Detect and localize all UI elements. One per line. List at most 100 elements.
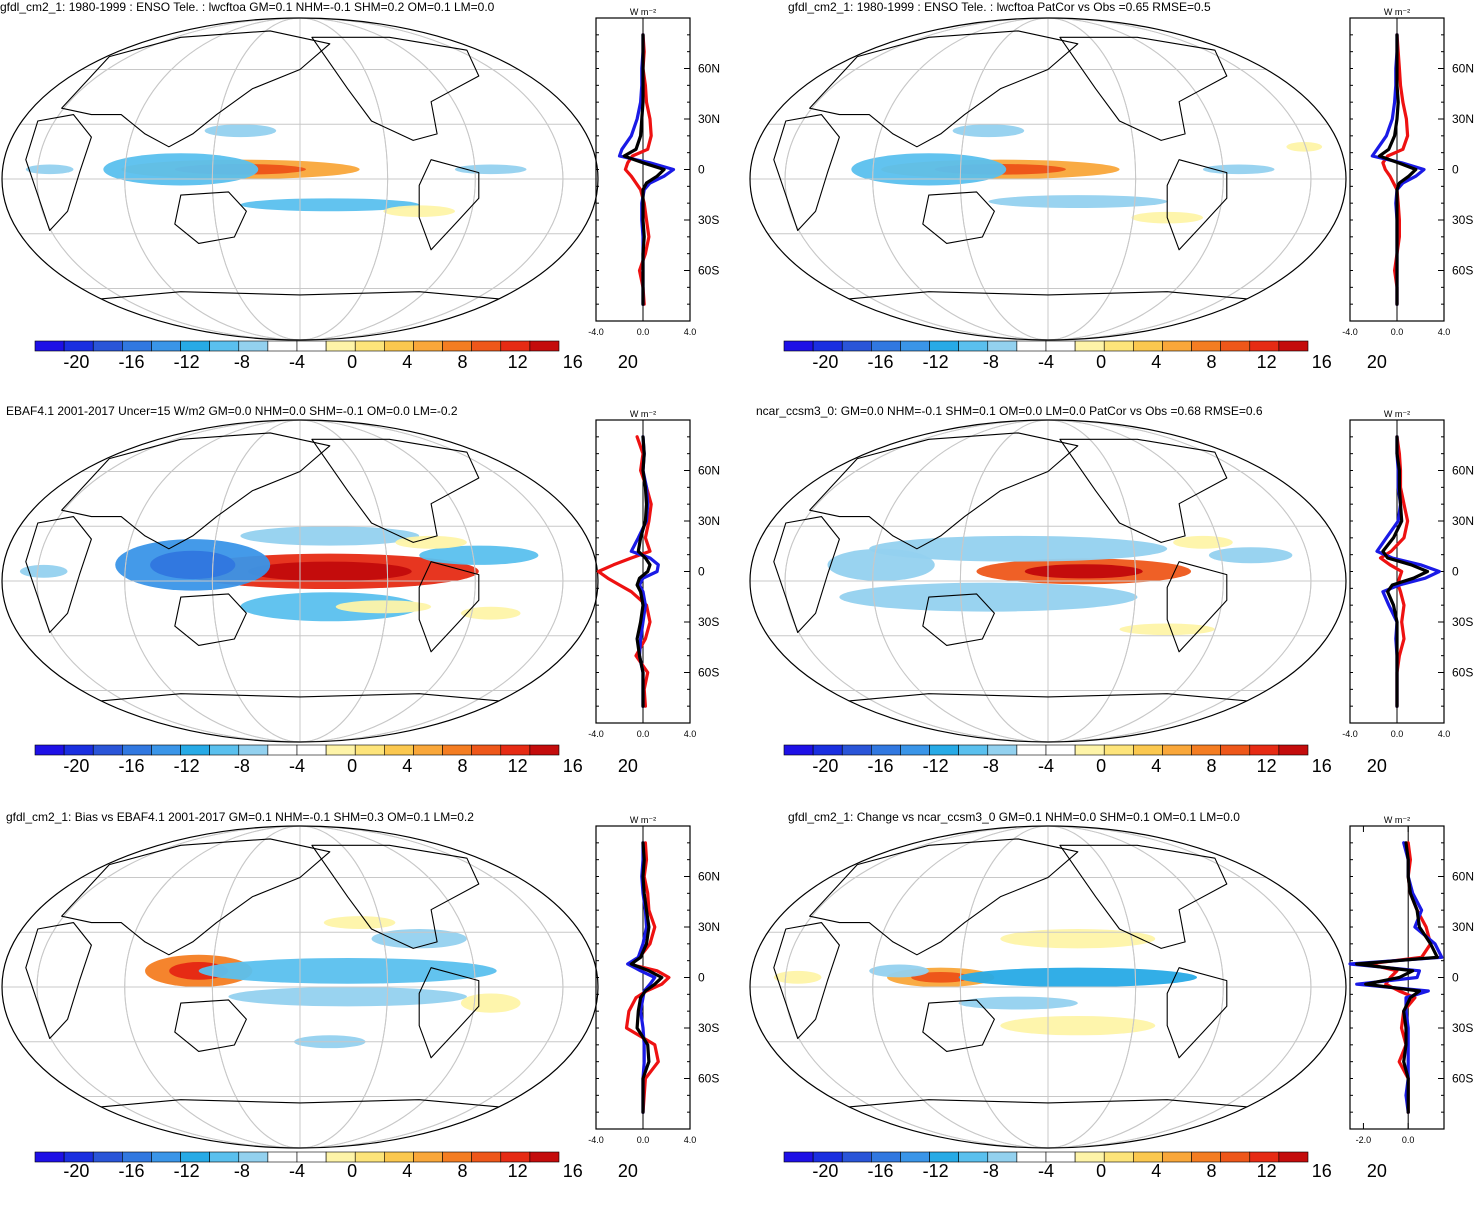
colorbar-tick-label: -12 (923, 352, 949, 372)
colorbar-swatch (268, 745, 297, 755)
anomaly-region (26, 165, 74, 175)
y-tick-label: 30N (1452, 112, 1474, 126)
map (2, 826, 598, 1148)
colorbar-tick-label: -12 (923, 756, 949, 776)
panel-1: gfdl_cm2_1: 1980-1999 : ENSO Tele. : lwc… (0, 0, 741, 395)
colorbar-tick-label: -4 (1038, 756, 1054, 776)
graticule (750, 420, 1346, 742)
y-tick-label: 60S (1452, 264, 1473, 278)
colorbar-swatch (35, 745, 64, 755)
y-tick-label: 30N (698, 920, 720, 934)
y-tick-label: 30S (698, 213, 719, 227)
colorbar-swatch (1104, 1152, 1133, 1162)
colorbar-swatch (1279, 745, 1308, 755)
colorbar-swatch (1192, 745, 1221, 755)
colorbar-swatch (35, 1152, 64, 1162)
map (2, 18, 598, 340)
x-tick-label: -4.0 (588, 1135, 604, 1145)
colorbar-swatch (326, 745, 355, 755)
colorbar-tick-label: 0 (347, 756, 357, 776)
colorbar-swatch (871, 745, 900, 755)
colorbar-tick-label: 0 (1096, 352, 1106, 372)
y-tick-label: 60N (698, 464, 720, 478)
colorbar-swatch (784, 1152, 813, 1162)
colorbar-tick-label: 20 (618, 756, 638, 776)
colorbar-swatch (1133, 745, 1162, 755)
y-tick-label: 0 (698, 565, 705, 579)
colorbar-swatch (93, 745, 122, 755)
colorbar-swatch (297, 745, 326, 755)
y-tick-label: 30N (1452, 514, 1474, 528)
x-tick-label: 4.0 (684, 1135, 697, 1145)
colorbar-tick-label: 12 (1257, 1161, 1277, 1181)
colorbar-tick-label: -20 (63, 352, 89, 372)
panel-title: EBAF4.1 2001-2017 Uncer=15 W/m2 GM=0.0 N… (6, 404, 458, 418)
colorbar-swatch (1162, 341, 1191, 351)
colorbar-tick-label: -16 (119, 1161, 145, 1181)
x-tick-label: 0.0 (1391, 729, 1404, 739)
unit-label: W m⁻² (1384, 409, 1410, 419)
colorbar-swatch (930, 341, 959, 351)
colorbar-tick-label: -8 (983, 352, 999, 372)
colorbar-swatch (297, 341, 326, 351)
colorbar-tick-label: -20 (812, 1161, 838, 1181)
colorbar-tick-label: 16 (1312, 1161, 1332, 1181)
colorbar-swatch (384, 745, 413, 755)
colorbar-tick-label: -4 (289, 352, 305, 372)
colorbar-tick-label: 20 (1367, 756, 1387, 776)
x-tick-label: 0.0 (637, 1135, 650, 1145)
colorbar-tick-label: -8 (234, 756, 250, 776)
colorbar-tick-label: -16 (868, 1161, 894, 1181)
map-content (750, 420, 1346, 742)
zonal-series-black (1383, 437, 1428, 706)
colorbar-tick-label: 12 (508, 352, 528, 372)
y-tick-label: 60N (1452, 464, 1474, 478)
zonal-series-red (1381, 437, 1408, 706)
y-tick-label: 30S (698, 1021, 719, 1035)
colorbar-tick-label: 8 (457, 756, 467, 776)
y-tick-label: 60N (698, 870, 720, 884)
colorbar-swatch (472, 341, 501, 351)
anomaly-region (959, 968, 1197, 987)
y-tick-label: 60S (698, 264, 719, 278)
y-tick-label: 60N (698, 62, 720, 76)
colorbar-swatch (122, 341, 151, 351)
anomaly-core (150, 551, 235, 579)
colorbar-tick-label: 8 (1206, 1161, 1216, 1181)
colorbar-tick-label: -20 (812, 756, 838, 776)
colorbar-swatch (122, 745, 151, 755)
colorbar-tick-label: 4 (1151, 1161, 1161, 1181)
coastline (923, 192, 995, 244)
colorbar-tick-label: -12 (174, 352, 200, 372)
colorbar-swatch (1279, 1152, 1308, 1162)
colorbar-swatch (384, 341, 413, 351)
coastline (1060, 37, 1227, 140)
colorbar-swatch (501, 745, 530, 755)
colorbar-swatch (355, 745, 384, 755)
colorbar-swatch (930, 745, 959, 755)
colorbar-tick-label: -12 (923, 1161, 949, 1181)
zonal-series-blue (1377, 437, 1439, 706)
map (750, 826, 1346, 1148)
colorbar-tick-label: 0 (347, 352, 357, 372)
graticule (2, 826, 598, 1148)
panel-5: gfdl_cm2_1: Bias vs EBAF4.1 2001-2017 GM… (0, 810, 741, 1205)
anomaly-region (240, 526, 419, 545)
graticule (750, 18, 1346, 340)
colorbar-swatch (530, 1152, 559, 1162)
colorbar-tick-label: 16 (1312, 352, 1332, 372)
colorbar-tick-label: -4 (1038, 352, 1054, 372)
x-tick-label: 4.0 (684, 729, 697, 739)
coastline (923, 1000, 995, 1052)
anomaly-region (199, 958, 497, 984)
panel-6: gfdl_cm2_1: Change vs ncar_ccsm3_0 GM=0.… (742, 810, 1483, 1205)
colorbar-swatch (355, 341, 384, 351)
colorbar-swatch (210, 745, 239, 755)
colorbar-tick-label: -12 (174, 1161, 200, 1181)
